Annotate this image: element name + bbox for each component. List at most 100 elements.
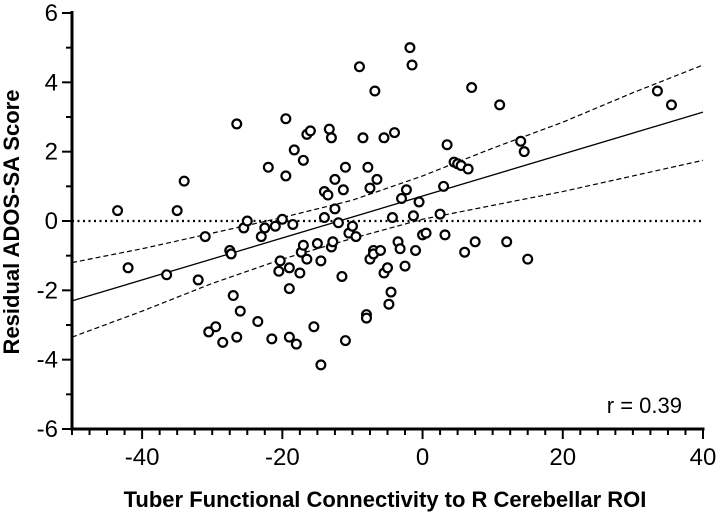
data-point [466,82,478,94]
data-point [283,283,295,295]
data-point [518,146,530,158]
data-point [369,85,381,97]
data-point [360,312,372,324]
data-point [441,139,453,151]
data-point [199,231,211,243]
data-point [394,243,406,255]
y-tick-label: -2 [37,277,58,304]
data-point [665,99,677,111]
data-point [459,246,471,258]
ci-upper-line [71,64,704,264]
data-point [332,217,344,229]
data-point [404,42,416,54]
y-tick-label: 6 [45,0,58,27]
x-tick-label: -20 [265,444,300,471]
data-point [280,113,292,125]
data-point [396,192,408,204]
data-point [112,205,124,217]
data-point [651,85,663,97]
data-point [122,262,134,274]
data-point [203,326,215,338]
data-point [350,231,362,243]
data-point [329,203,341,215]
data-point [178,175,190,187]
data-point [311,238,323,250]
data-point [276,213,288,225]
correlation-annotation: r = 0.39 [607,393,682,418]
data-point [315,359,327,371]
data-point [385,286,397,298]
data-point [262,161,274,173]
data-point [382,262,394,274]
x-axis-title: Tuber Functional Connectivity to R Cereb… [124,487,647,512]
data-point [231,331,243,343]
data-point [339,335,351,347]
x-tick-label: 40 [690,444,717,471]
data-point [283,331,295,343]
data-point [462,163,474,175]
data-point [234,305,246,317]
data-point [400,184,412,196]
y-tick-label: -6 [37,416,58,443]
y-tick-label: 0 [45,208,58,235]
data-point [374,244,386,256]
data-point [241,215,253,227]
data-point [294,267,306,279]
data-point [399,260,411,272]
data-point [325,132,337,144]
data-point [438,180,450,192]
data-point [323,123,335,135]
data-point [439,229,451,241]
y-tick-label: 4 [45,69,58,96]
data-point [353,61,365,73]
data-point [336,270,348,282]
data-point [410,244,422,256]
data-point [322,189,334,201]
data-point [269,220,281,232]
data-point [273,265,285,277]
data-point [346,220,358,232]
data-point [287,218,299,230]
data-point [515,135,527,147]
data-point [280,170,292,182]
data-point [383,298,395,310]
data-point [210,321,222,333]
data-point [362,161,374,173]
data-point [304,125,316,137]
data-point [420,227,432,239]
data-point [406,59,418,71]
regression-line [71,111,704,302]
data-point [327,236,339,248]
data-point [231,118,243,130]
x-tick-label: 20 [549,444,576,471]
data-point [337,184,349,196]
data-point [339,161,351,173]
data-point [225,248,237,260]
data-point [407,210,419,222]
data-point [308,321,320,333]
y-tick-label: -4 [37,347,58,374]
data-point [283,262,295,274]
data-point [501,236,513,248]
data-point [288,144,300,156]
data-point [357,132,369,144]
data-point [192,274,204,286]
data-point [171,205,183,217]
data-point [364,182,376,194]
data-point [315,255,327,267]
data-point [318,212,330,224]
y-axis-title: Residual ADOS-SA Score [0,90,24,355]
ci-lower-line [71,159,704,338]
data-point [301,253,313,265]
y-tick-label: 2 [45,139,58,166]
data-point [255,231,267,243]
data-point [413,196,425,208]
data-point [378,132,390,144]
data-point [217,336,229,348]
data-point [469,236,481,248]
data-point [297,239,309,251]
data-point [522,253,534,265]
data-point [266,333,278,345]
data-point [434,208,446,220]
